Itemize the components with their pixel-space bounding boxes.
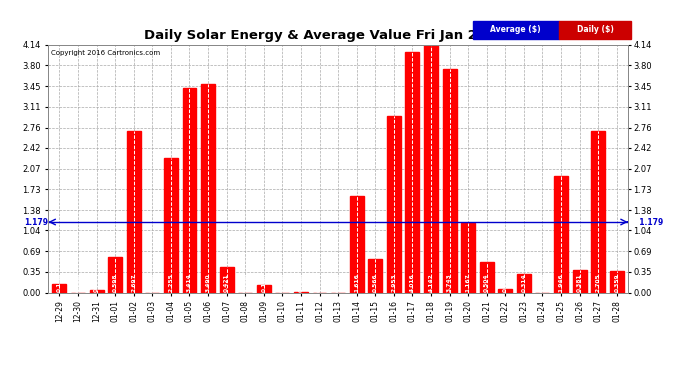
Text: 0.381: 0.381 (577, 274, 582, 292)
Bar (480, 262, 493, 292)
Text: 0.504: 0.504 (484, 274, 489, 292)
Text: 2.705: 2.705 (595, 274, 601, 292)
Bar (90, 290, 104, 292)
Text: 0.000: 0.000 (317, 274, 322, 292)
Bar (610, 271, 624, 292)
Bar (350, 196, 364, 292)
Text: Daily ($): Daily ($) (577, 25, 613, 34)
Bar (108, 257, 122, 292)
Text: 2.953: 2.953 (391, 274, 396, 292)
Text: 1.167: 1.167 (466, 273, 471, 292)
Bar (573, 270, 586, 292)
Text: 4.016: 4.016 (410, 274, 415, 292)
Text: 0.359: 0.359 (614, 274, 619, 292)
Bar (164, 158, 178, 292)
Text: 3.743: 3.743 (447, 273, 452, 292)
Bar (554, 176, 568, 292)
Bar (201, 84, 215, 292)
Bar (498, 289, 512, 292)
Text: 4.142: 4.142 (428, 273, 433, 292)
Bar (406, 53, 420, 292)
Bar (127, 131, 141, 292)
Text: 1.179: 1.179 (633, 217, 663, 226)
Text: 3.414: 3.414 (187, 273, 192, 292)
Text: 0.146: 0.146 (57, 274, 62, 292)
Text: 0.314: 0.314 (522, 274, 526, 292)
Text: 0.057: 0.057 (503, 274, 508, 292)
Text: 0.000: 0.000 (243, 274, 248, 292)
Title: Daily Solar Energy & Average Value Fri Jan 29 17:06: Daily Solar Energy & Average Value Fri J… (144, 30, 533, 42)
Text: Average ($): Average ($) (491, 25, 541, 34)
Text: 1.179: 1.179 (24, 217, 48, 226)
Bar (461, 223, 475, 292)
Bar (387, 116, 401, 292)
Text: 0.598: 0.598 (112, 274, 118, 292)
Bar (517, 274, 531, 292)
Text: 0.127: 0.127 (262, 274, 266, 292)
Text: 2.255: 2.255 (168, 273, 173, 292)
Text: 0.010: 0.010 (299, 274, 304, 292)
Text: 2.697: 2.697 (131, 274, 136, 292)
Bar (424, 45, 438, 292)
Text: 1.946: 1.946 (558, 274, 564, 292)
Text: 0.046: 0.046 (94, 274, 99, 292)
Text: 0.000: 0.000 (280, 274, 285, 292)
Text: 0.000: 0.000 (150, 274, 155, 292)
Text: 0.000: 0.000 (75, 274, 81, 292)
Text: 0.566: 0.566 (373, 274, 377, 292)
Bar (257, 285, 270, 292)
Bar (591, 131, 605, 292)
Text: 0.421: 0.421 (224, 274, 229, 292)
Bar (183, 88, 197, 292)
Text: 1.616: 1.616 (354, 273, 359, 292)
Text: 0.000: 0.000 (540, 274, 545, 292)
Bar (442, 69, 457, 292)
Text: 3.490: 3.490 (206, 274, 210, 292)
Bar (52, 284, 66, 292)
Text: 0.000: 0.000 (335, 274, 341, 292)
Bar (368, 259, 382, 292)
Bar (219, 267, 234, 292)
Text: Copyright 2016 Cartronics.com: Copyright 2016 Cartronics.com (51, 50, 160, 56)
